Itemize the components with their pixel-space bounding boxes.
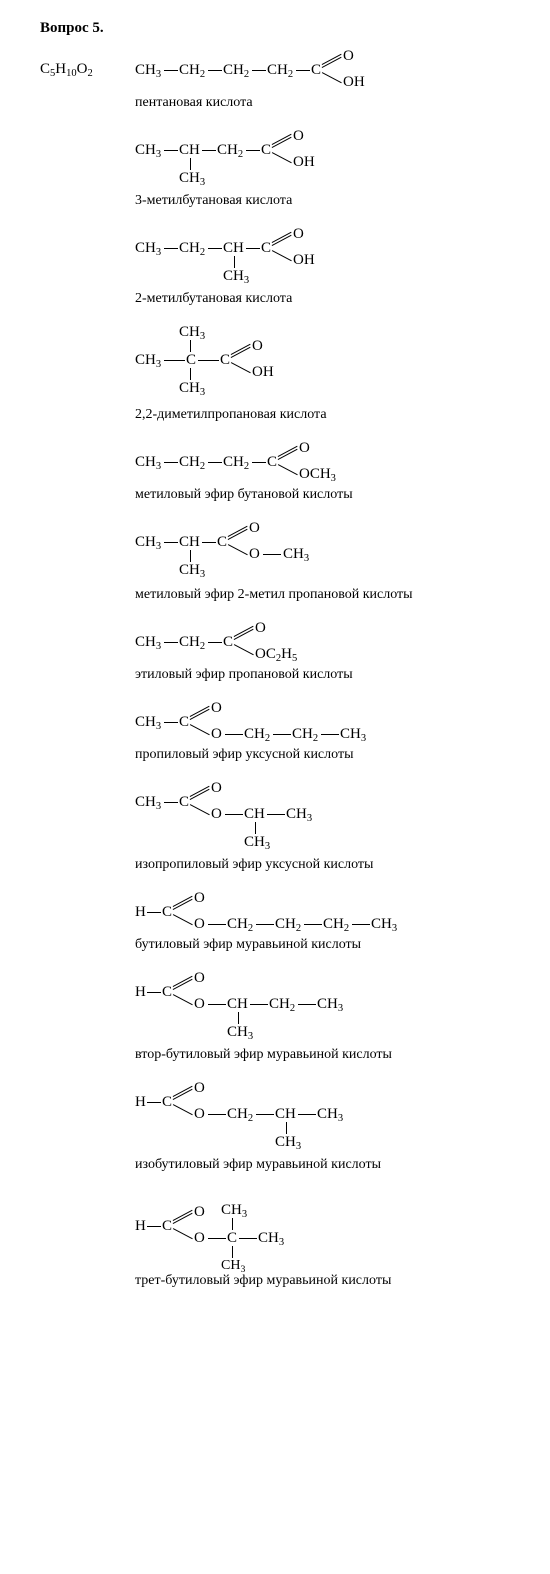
structure: CH3 C O O CH2 CH2 CH3 xyxy=(135,701,530,743)
compound-entry: CH3 CH2 CH2 CH2 C O OH пентановая кислот… xyxy=(135,49,530,111)
compound-name: изобутиловый эфир муравьиной кислоты xyxy=(135,1157,530,1173)
compound-entry: CH3 C O O CH2 CH2 CH3 пропиловый эфир ук… xyxy=(135,701,530,763)
compound-entry: CH3 C O O CH CH3 CH3 изопропиловый эфир … xyxy=(135,781,530,873)
structure: CH3 CH2 CH2 C O OCH3 xyxy=(135,441,530,483)
compound-name: пропиловый эфир уксусной кислоты xyxy=(135,747,530,763)
structure: CH3 C O O CH CH3 CH3 xyxy=(135,781,530,853)
compound-name: метиловый эфир 2-метил пропановой кислот… xyxy=(135,587,530,603)
compound-name: бутиловый эфир муравьиной кислоты xyxy=(135,937,530,953)
structure: H C O O C CH3 CH3 CH3 xyxy=(135,1191,530,1269)
structure: H C O O CH2 CH2 CH2 CH3 xyxy=(135,891,530,933)
compound-entry: H C O O CH2 CH2 CH2 CH3 бутиловый эфир м… xyxy=(135,891,530,953)
compound-name: изопропиловый эфир уксусной кислоты xyxy=(135,857,530,873)
question-title: Вопрос 5. xyxy=(40,20,530,37)
compound-entry: H C O O CH2 CH CH3 CH3 изобутиловый эфир… xyxy=(135,1081,530,1173)
compound-entry: CH3 CH CH3 C O O CH3 метиловый эфир 2-ме… xyxy=(135,521,530,603)
compound-entry: CH3 CH CH3 CH2 C O OH 3-метилбутановая к… xyxy=(135,129,530,209)
compound-entry: CH3 CH3 C CH3 C O OH 2,2-диметилпропанов… xyxy=(135,325,530,423)
compound-entry: CH3 CH2 C O OC2H5 этиловый эфир пропанов… xyxy=(135,621,530,683)
compound-entry: H C O O C CH3 CH3 CH3 трет-бутиловый эфи… xyxy=(135,1191,530,1289)
compound-list: CH3 CH2 CH2 CH2 C O OH пентановая кислот… xyxy=(135,49,530,1307)
compound-name: этиловый эфир пропановой кислоты xyxy=(135,667,530,683)
compound-name: втор-бутиловый эфир муравьиной кислоты xyxy=(135,1047,530,1063)
compound-name: метиловый эфир бутановой кислоты xyxy=(135,487,530,503)
compound-name: пентановая кислота xyxy=(135,95,530,111)
structure: H C O O CH CH2 CH3 CH3 xyxy=(135,971,530,1043)
compound-name: трет-бутиловый эфир муравьиной кислоты xyxy=(135,1273,530,1289)
structure: CH3 CH CH3 C O O CH3 xyxy=(135,521,530,583)
structure: CH3 CH2 C O OC2H5 xyxy=(135,621,530,663)
compound-entry: CH3 CH2 CH2 C O OCH3 метиловый эфир бута… xyxy=(135,441,530,503)
compound-name: 2-метилбутановая кислота xyxy=(135,291,530,307)
compound-name: 2,2-диметилпропановая кислота xyxy=(135,407,530,423)
compound-entry: CH3 CH2 CH CH3 C O OH 2-метилбутановая к… xyxy=(135,227,530,307)
compound-entry: H C O O CH CH2 CH3 CH3 втор-бутиловый эф… xyxy=(135,971,530,1063)
structure: CH3 CH3 C CH3 C O OH xyxy=(135,325,530,403)
structure: CH3 CH2 CH CH3 C O OH xyxy=(135,227,530,287)
structure: H C O O CH2 CH CH3 CH3 xyxy=(135,1081,530,1153)
compound-name: 3-метилбутановая кислота xyxy=(135,193,530,209)
structure: CH3 CH2 CH2 CH2 C O OH xyxy=(135,49,530,91)
structure: CH3 CH CH3 CH2 C O OH xyxy=(135,129,530,189)
molecular-formula: C5H10O2 xyxy=(40,49,135,79)
